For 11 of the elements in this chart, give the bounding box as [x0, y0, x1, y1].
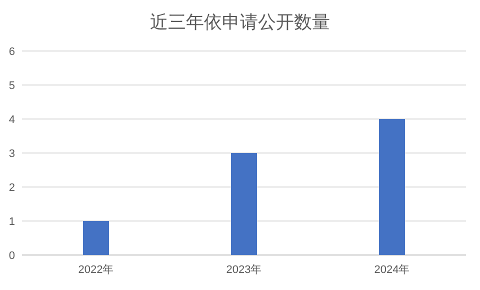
x-tick-label: 2023年: [226, 264, 262, 276]
y-tick-label: 3: [8, 148, 15, 160]
x-tick-label: 2022年: [78, 264, 114, 276]
x-tick-label: 2024年: [374, 264, 410, 276]
y-tick-label: 4: [8, 114, 15, 126]
chart-title: 近三年依申请公开数量: [150, 12, 330, 32]
y-tick-label: 0: [8, 250, 15, 262]
y-tick-label: 6: [8, 46, 15, 58]
y-tick-label: 2: [8, 182, 15, 194]
y-tick-label: 5: [8, 80, 15, 92]
y-tick-label: 1: [8, 216, 15, 228]
